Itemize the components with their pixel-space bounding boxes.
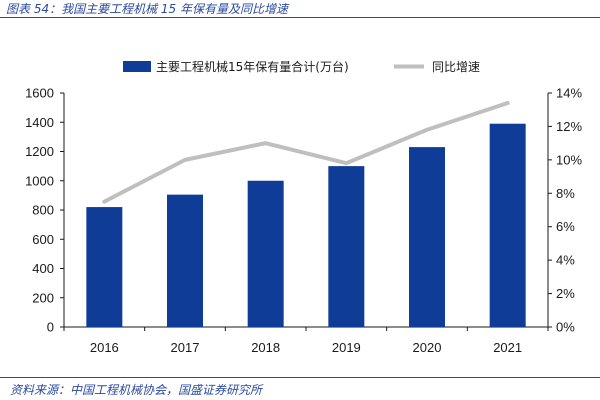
y-tick-label-left: 0	[47, 320, 54, 335]
y-tick-label-right: 14%	[556, 86, 582, 101]
chart-legend: 主要工程机械15年保有量合计(万台) 同比增速	[123, 59, 480, 74]
y-tick-label-left: 800	[32, 203, 54, 218]
bar	[489, 123, 526, 328]
legend-swatch-bar	[123, 61, 151, 72]
y-tick-label-right: 12%	[556, 119, 582, 134]
bar-series	[86, 123, 526, 328]
y-tick-label-right: 0%	[556, 320, 575, 335]
bar	[328, 166, 365, 327]
x-tick-label: 2018	[251, 340, 280, 355]
x-tick-label: 2021	[493, 340, 522, 355]
y-tick-label-right: 8%	[556, 186, 575, 201]
title-rule	[0, 17, 600, 18]
y-tick-label-right: 6%	[556, 219, 575, 234]
y-tick-label-left: 1000	[25, 173, 54, 188]
legend-label-bar: 主要工程机械15年保有量合计(万台)	[156, 59, 349, 74]
y-tick-label-left: 1200	[25, 144, 54, 159]
y-tick-label-left: 1400	[25, 115, 54, 130]
x-tick-label: 2016	[90, 340, 119, 355]
x-tick-label: 2019	[332, 340, 361, 355]
figure-source: 资料来源：中国工程机械协会，国盛证券研究所	[10, 383, 263, 397]
y-tick-label-left: 400	[32, 261, 54, 276]
growth-line	[102, 101, 510, 204]
line-series	[102, 101, 510, 204]
legend-label-line: 同比增速	[432, 60, 480, 74]
bar	[167, 194, 203, 327]
y-tick-label-left: 200	[32, 290, 54, 305]
chart-axes: 0 200 400 600 800 1000 1200 1400 1600 0% 2% 4% 6% 8% 1…	[25, 86, 582, 356]
figure-title: 图表 54：我国主要工程机械 15 年保有量及同比增速	[6, 2, 288, 16]
bar	[409, 147, 445, 327]
source-rule	[0, 377, 600, 378]
x-tick-label: 2020	[413, 340, 442, 355]
y-tick-label-left: 1600	[25, 86, 54, 101]
x-tick-label: 2017	[171, 340, 200, 355]
bar	[86, 207, 123, 327]
y-tick-label-right: 10%	[556, 152, 582, 167]
y-tick-label-left: 600	[32, 232, 54, 247]
y-tick-label-right: 4%	[556, 253, 575, 268]
y-tick-label-right: 2%	[556, 286, 575, 301]
bar	[247, 180, 284, 327]
